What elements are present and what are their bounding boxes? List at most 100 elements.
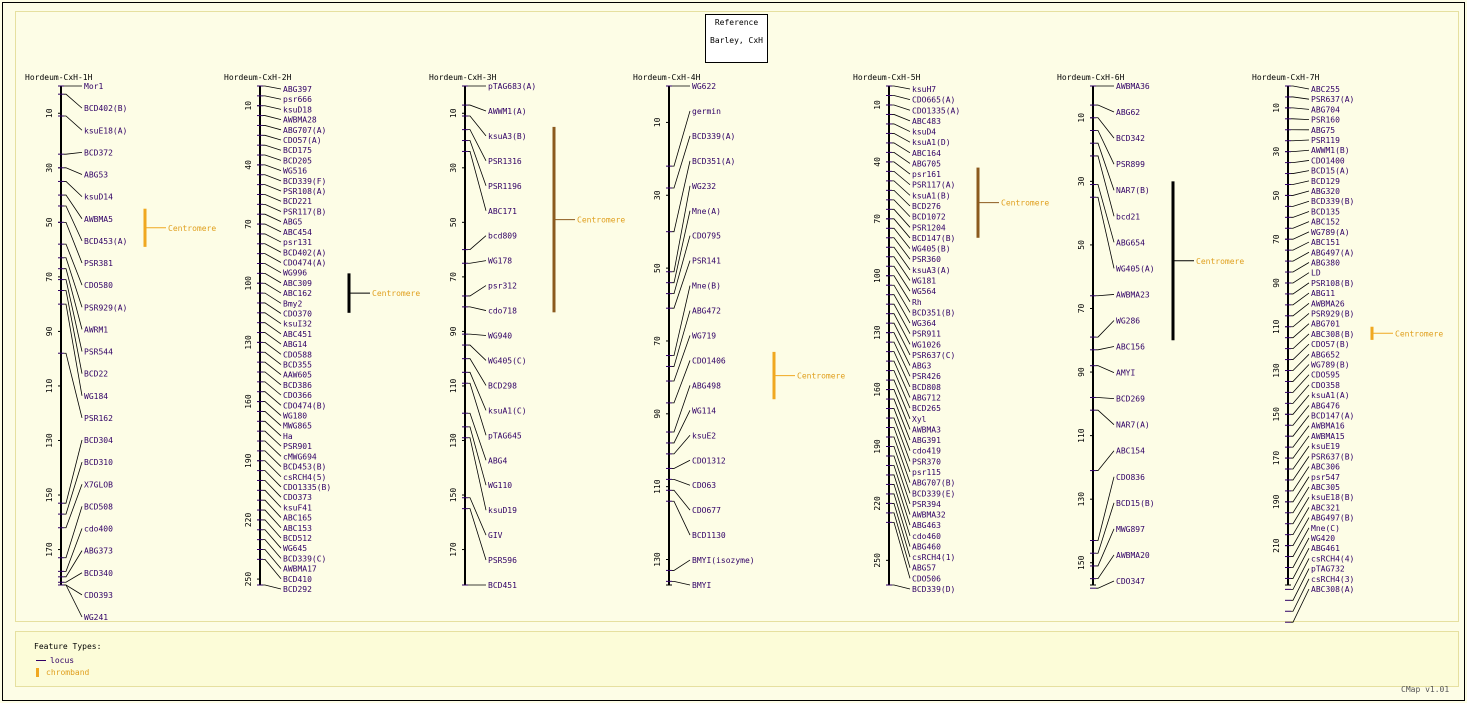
locus-label[interactable]: ABC156 [1116, 343, 1145, 352]
locus-label[interactable]: psr115 [912, 468, 941, 477]
locus-label[interactable]: Rh [912, 298, 922, 307]
locus-label[interactable]: pTAG683(A) [488, 82, 536, 91]
locus-label[interactable]: psr161 [912, 170, 941, 179]
locus-label[interactable]: AMYI [1116, 369, 1135, 378]
locus-label[interactable]: ABG460 [912, 542, 941, 551]
locus-label[interactable]: PSR596 [488, 556, 517, 565]
locus-label[interactable]: WG622 [692, 82, 716, 91]
centromere-band[interactable] [1171, 181, 1175, 341]
locus-label[interactable]: ABG705 [912, 159, 941, 168]
locus-label[interactable]: BCD1130 [692, 531, 726, 540]
locus-label[interactable]: WG180 [283, 412, 307, 421]
locus-label[interactable]: ABG652 [1311, 350, 1340, 359]
locus-label[interactable]: PSR1196 [488, 182, 522, 191]
locus-label[interactable]: Mne(C) [1311, 524, 1340, 533]
locus-label[interactable]: CDO1406 [692, 356, 726, 365]
map-title[interactable]: Hordeum-CxH-2H [224, 73, 292, 82]
locus-label[interactable]: BCD355 [283, 361, 312, 370]
locus-label[interactable]: germin [692, 107, 721, 116]
locus-label[interactable]: BCD269 [1116, 395, 1145, 404]
locus-label[interactable]: BCD15(A) [1311, 167, 1350, 176]
locus-label[interactable]: BCD508 [84, 502, 113, 511]
locus-label[interactable]: ABC308(A) [1311, 585, 1354, 594]
locus-label[interactable]: CDO474(A) [283, 258, 326, 267]
locus-label[interactable]: BCD340 [84, 569, 113, 578]
locus-label[interactable]: PSR108(B) [1311, 279, 1354, 288]
centromere-band[interactable] [772, 351, 776, 400]
locus-label[interactable]: ksuI32 [283, 320, 312, 329]
locus-label[interactable]: cdo460 [912, 532, 941, 541]
locus-label[interactable]: ABC152 [1311, 218, 1340, 227]
centromere-band[interactable] [347, 273, 351, 313]
locus-label[interactable]: BCD402(B) [84, 104, 127, 113]
locus-label[interactable]: AWWM1(B) [1311, 146, 1350, 155]
locus-label[interactable]: ABG461 [1311, 544, 1340, 553]
locus-label[interactable]: ABG11 [1311, 289, 1335, 298]
locus-label[interactable]: csRCH4(3) [1311, 575, 1354, 584]
centromere-label[interactable]: Centromere [1196, 257, 1244, 266]
locus-label[interactable]: BCD147(B) [912, 234, 955, 243]
locus-label[interactable]: ksuD4 [912, 128, 936, 137]
locus-label[interactable]: PSR929(B) [1311, 309, 1354, 318]
locus-label[interactable]: BCD451 [488, 581, 517, 590]
locus-label[interactable]: WG516 [283, 167, 307, 176]
locus-label[interactable]: csRCH4(4) [1311, 554, 1354, 563]
locus-label[interactable]: NAR7(B) [1116, 186, 1150, 195]
locus-label[interactable]: psr547 [1311, 473, 1340, 482]
locus-label[interactable]: CDO57(A) [283, 136, 322, 145]
locus-label[interactable]: Mne(A) [692, 207, 721, 216]
locus-label[interactable]: ABC483 [912, 117, 941, 126]
locus-label[interactable]: BCD339(F) [283, 177, 326, 186]
locus-label[interactable]: AAW605 [283, 371, 312, 380]
locus-label[interactable]: ABC309 [283, 279, 312, 288]
locus-label[interactable]: BCD129 [1311, 177, 1340, 186]
locus-label[interactable]: ABG14 [283, 340, 307, 349]
locus-label[interactable]: PSR160 [1311, 116, 1340, 125]
locus-label[interactable]: ABG704 [1311, 105, 1340, 114]
locus-label[interactable]: CDO506 [912, 574, 941, 583]
locus-label[interactable]: BCD205 [283, 156, 312, 165]
locus-label[interactable]: WG789(A) [1311, 228, 1350, 237]
locus-label[interactable]: ABG62 [1116, 108, 1140, 117]
locus-label[interactable]: PSR637(C) [912, 351, 955, 360]
centromere-label[interactable]: Centromere [1001, 199, 1049, 208]
locus-label[interactable]: PSR394 [912, 500, 941, 509]
locus-label[interactable]: ABG380 [1311, 258, 1340, 267]
locus-label[interactable]: WG940 [488, 332, 512, 341]
locus-label[interactable]: BCD339(A) [692, 132, 735, 141]
locus-label[interactable]: CDO370 [283, 309, 312, 318]
locus-label[interactable]: WG241 [84, 613, 108, 622]
locus-label[interactable]: PSR370 [912, 457, 941, 466]
locus-label[interactable]: AWBMA32 [912, 511, 946, 520]
locus-label[interactable]: CDO347 [1116, 577, 1145, 586]
locus-label[interactable]: CDO836 [1116, 473, 1145, 482]
locus-label[interactable]: CDO665(A) [912, 96, 955, 105]
locus-label[interactable]: BCD453(B) [283, 463, 326, 472]
locus-label[interactable]: WG1026 [912, 340, 941, 349]
locus-label[interactable]: BCD221 [283, 197, 312, 206]
locus-label[interactable]: PSR426 [912, 372, 941, 381]
locus-label[interactable]: AWBMA16 [1311, 422, 1345, 431]
locus-label[interactable]: ksuD19 [488, 506, 517, 515]
locus-label[interactable]: CDO57(B) [1311, 340, 1350, 349]
locus-label[interactable]: ABG57 [912, 564, 936, 573]
locus-label[interactable]: CDO588 [283, 350, 312, 359]
locus-label[interactable]: ABG707(A) [283, 126, 326, 135]
locus-label[interactable]: ABG701 [1311, 320, 1340, 329]
locus-label[interactable]: bcd809 [488, 232, 517, 241]
locus-label[interactable]: ABG498 [692, 381, 721, 390]
locus-label[interactable]: ksuA1(A) [1311, 391, 1350, 400]
reference-box[interactable]: Reference Barley, CxH [705, 14, 768, 63]
locus-label[interactable]: PSR637(B) [1311, 452, 1354, 461]
locus-label[interactable]: PSR929(A) [84, 303, 127, 312]
locus-label[interactable]: cdo419 [912, 447, 941, 456]
locus-label[interactable]: BCD808 [912, 383, 941, 392]
locus-label[interactable]: WG364 [912, 319, 936, 328]
locus-label[interactable]: AWBMA17 [283, 565, 317, 574]
locus-label[interactable]: PSR1204 [912, 223, 946, 232]
locus-label[interactable]: bcd21 [1116, 212, 1140, 221]
locus-label[interactable]: BCD339(B) [1311, 197, 1354, 206]
locus-label[interactable]: PSR901 [283, 442, 312, 451]
locus-label[interactable]: CDO1335(B) [283, 483, 331, 492]
locus-label[interactable]: BMYI [692, 581, 711, 590]
